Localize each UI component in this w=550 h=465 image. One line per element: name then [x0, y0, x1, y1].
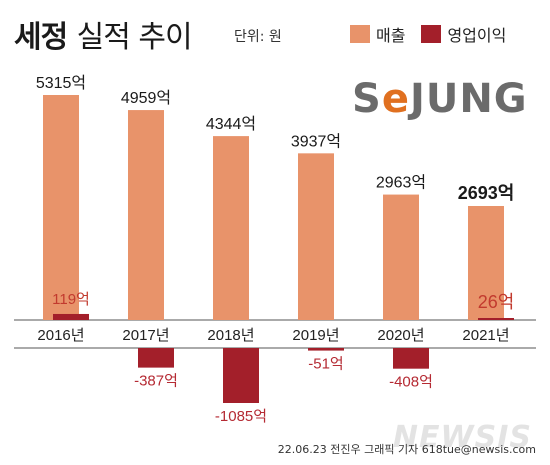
- profit-value-label: -408억: [389, 374, 433, 391]
- profit-bar: [138, 348, 174, 368]
- sejung-logo: SeJUNG: [352, 76, 528, 122]
- x-axis-band: [14, 320, 536, 348]
- revenue-bar: [298, 153, 334, 320]
- legend-swatch-revenue: [350, 25, 370, 43]
- logo-mark: e: [381, 76, 410, 122]
- x-tick-label: 2019년: [292, 327, 339, 344]
- x-tick-label: 2018년: [207, 327, 254, 344]
- newsis-watermark: NEWSIS: [392, 420, 532, 455]
- logo-text-end: JUNG: [409, 76, 528, 122]
- legend-label-revenue: 매출: [376, 26, 406, 45]
- profit-value-label: -51억: [308, 356, 343, 373]
- x-tick-label: 2016년: [37, 327, 84, 344]
- legend-item-revenue: 매출: [350, 22, 405, 46]
- profit-bar: [478, 318, 514, 320]
- revenue-bar: [213, 136, 249, 320]
- legend-swatch-profit: [421, 25, 442, 43]
- revenue-bar: [43, 95, 79, 320]
- profit-value-label: 119억: [52, 291, 90, 308]
- unit-note: 단위: 원: [234, 29, 282, 45]
- x-tick-label: 2020년: [377, 327, 424, 344]
- revenue-value-label: 4344억: [206, 115, 256, 133]
- revenue-value-label: 2693억: [458, 183, 515, 203]
- profit-bar: [308, 348, 344, 351]
- profit-bar: [53, 313, 89, 320]
- chart-title: 세정 실적 추이: [14, 12, 193, 56]
- profit-value-label: -387억: [134, 373, 178, 390]
- legend-item-profit: 영업이익: [421, 22, 506, 46]
- revenue-value-label: 3937억: [291, 132, 341, 150]
- profit-value-label: -1085억: [215, 408, 267, 425]
- revenue-bar: [128, 110, 164, 320]
- revenue-bar: [383, 194, 419, 320]
- revenue-bar: [468, 205, 504, 320]
- logo-text-start: S: [352, 76, 382, 122]
- revenue-value-label: 5315억: [36, 74, 86, 92]
- title-bold: 세정: [14, 20, 68, 55]
- x-tick-label: 2017년: [122, 327, 169, 344]
- credit-line: 22.06.23 전진우 그래픽 기자 618tue@newsis.com: [277, 443, 536, 456]
- profit-bar: [223, 348, 259, 403]
- x-tick-label: 2021년: [462, 327, 509, 344]
- title-light: 실적 추이: [76, 20, 193, 55]
- revenue-value-label: 4959억: [121, 89, 171, 107]
- legend-label-profit: 영업이익: [447, 26, 507, 45]
- profit-bar: [393, 348, 429, 369]
- profit-value-label: 26억: [478, 292, 515, 312]
- revenue-value-label: 2963억: [376, 174, 426, 192]
- legend: 매출 영업이익: [350, 22, 516, 46]
